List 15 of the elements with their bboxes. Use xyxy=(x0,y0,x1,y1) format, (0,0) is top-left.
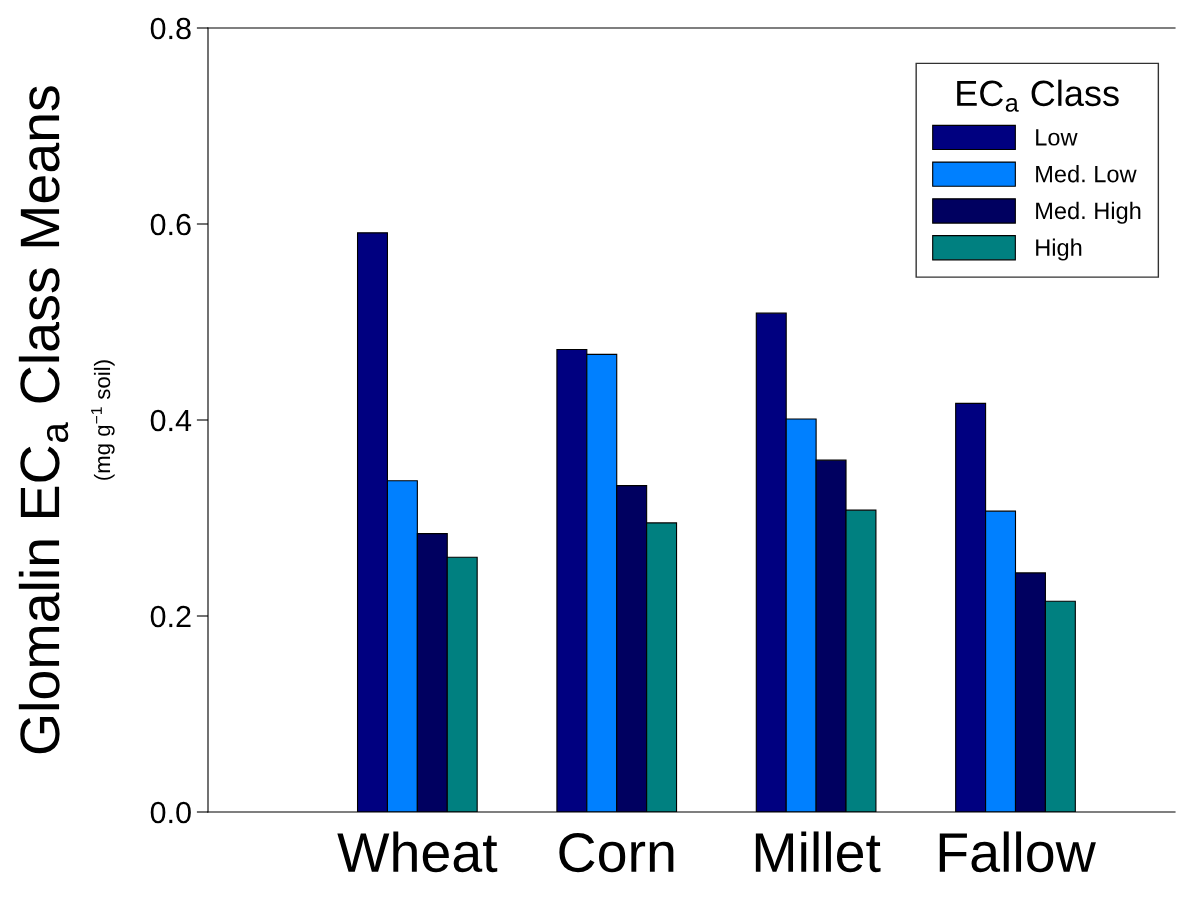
x-tick-label: Wheat xyxy=(337,831,498,873)
y-axis-title: Glomalin EC$_{a}$ Class Means (mg g$^{−1}$ soil) xyxy=(18,86,115,754)
y-tick-label: 0.6 xyxy=(150,213,191,236)
y-tick-label: 0.0 xyxy=(150,801,191,824)
legend-label: Med. Low xyxy=(1036,165,1137,183)
x-tick-label: Fallow xyxy=(939,831,1096,873)
legend-label: Med. High xyxy=(1036,201,1141,224)
x-tick-label: Corn xyxy=(559,832,674,873)
x-tick-label: Millet xyxy=(755,831,881,873)
legend-label: Low xyxy=(1036,129,1078,146)
y-tick-label: 0.4 xyxy=(150,409,192,432)
y-tick-label: 0.8 xyxy=(150,17,191,40)
legend-label: High xyxy=(1036,238,1082,261)
y-tick-label: 0.2 xyxy=(150,605,191,628)
legend-title: EC$_{a}$ Class xyxy=(957,79,1119,112)
